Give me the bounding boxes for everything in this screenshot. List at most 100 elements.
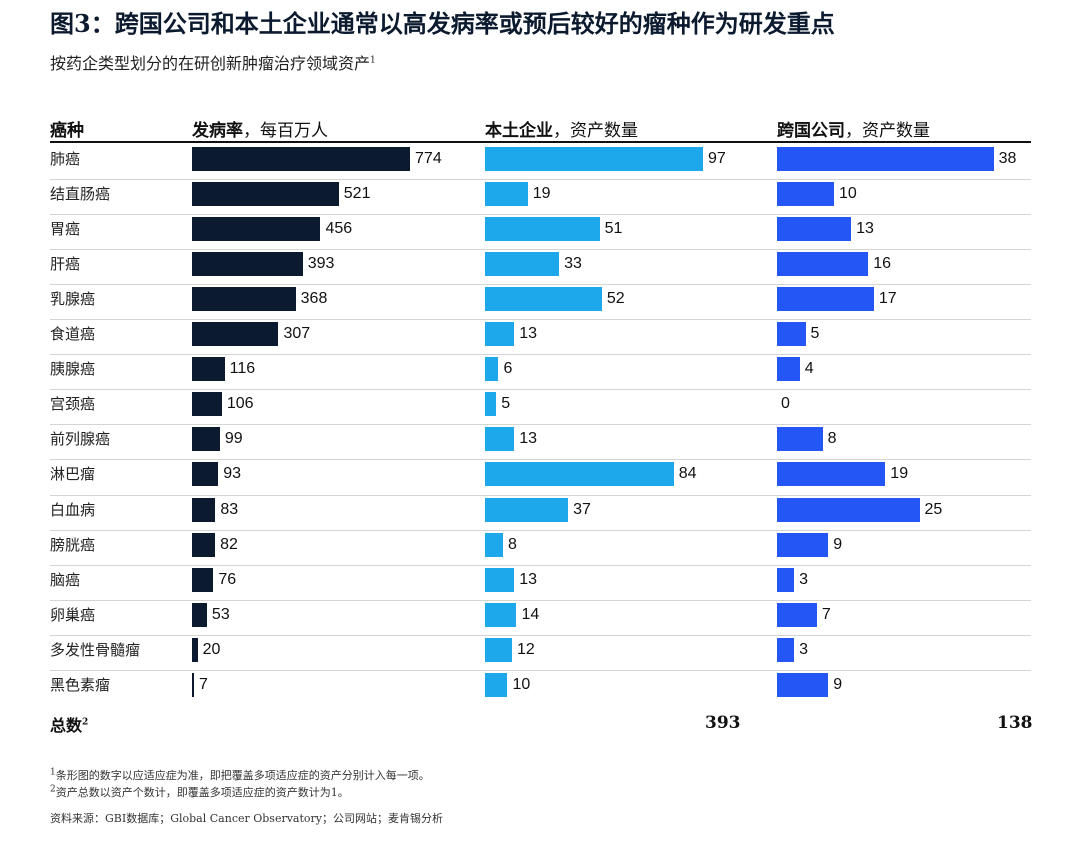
local-value-label: 84 [678, 465, 697, 483]
row-divider [50, 284, 1031, 285]
incidence-value-label: 99 [224, 430, 243, 448]
row-divider [50, 530, 1031, 531]
category-label: 宫颈癌 [50, 395, 96, 414]
mnc-value-label: 0 [781, 395, 790, 413]
category-label: 胃癌 [50, 220, 81, 239]
local-bar [485, 252, 560, 277]
incidence-value-label: 82 [220, 535, 238, 553]
local-bar [485, 637, 512, 662]
footnote-1: 1条形图的数字以应适应症为准，即把覆盖多项适应症的资产分别计入每一项。 [50, 767, 430, 782]
footnote-2: 2资产总数以资产个数计，即覆盖多项适应症的资产数计为1。 [50, 784, 349, 799]
local-value-label: 8 [507, 535, 517, 553]
mnc-value-label: 19 [890, 465, 909, 483]
category-label: 乳腺癌 [50, 290, 96, 309]
mnc-value-label: 3 [799, 570, 808, 588]
mnc-bar [777, 147, 994, 171]
incidence-bar [192, 392, 222, 417]
category-label: 食道癌 [50, 325, 96, 344]
row-divider [50, 319, 1031, 320]
category-label: 肺癌 [50, 150, 81, 168]
incidence-value-label: 106 [226, 395, 254, 413]
category-label: 卵巢癌 [50, 605, 96, 624]
local-bar [485, 497, 569, 522]
row-divider [50, 670, 1031, 671]
incidence-value-label: 774 [415, 150, 442, 167]
local-value-label: 97 [707, 150, 726, 167]
mnc-bar [777, 287, 874, 312]
incidence-value-label: 116 [229, 360, 256, 378]
incidence-value-label: 76 [218, 570, 237, 588]
local-bar [485, 357, 499, 382]
row-divider [50, 600, 1031, 601]
source-note: 资料来源：GBI数据库；Global Cancer Observatory；公司… [50, 812, 444, 825]
local-value-label: 19 [532, 185, 551, 203]
mnc-bar [777, 532, 829, 557]
local-value-label: 51 [604, 220, 623, 238]
local-bar [485, 147, 703, 171]
total-local: 393 [705, 713, 741, 733]
mnc-bar [777, 357, 800, 382]
mnc-value-label: 8 [827, 430, 837, 448]
incidence-value-label: 20 [202, 640, 221, 658]
mnc-value-label: 9 [833, 535, 843, 553]
local-value-label: 6 [503, 360, 513, 378]
row-divider [50, 179, 1031, 180]
total-mnc: 138 [997, 713, 1033, 733]
chart-title: 图3：跨国公司和本土企业通常以高发病率或预后较好的瘤种作为研发重点 [50, 9, 835, 38]
incidence-bar [192, 252, 303, 277]
local-bar [485, 182, 528, 207]
category-label: 结直肠癌 [50, 185, 111, 204]
mnc-bar [777, 462, 886, 487]
mnc-value-label: 17 [878, 290, 897, 308]
mnc-bar [777, 252, 869, 277]
local-bar [485, 392, 497, 417]
mnc-bar [777, 672, 829, 697]
incidence-bar [192, 532, 216, 557]
mnc-bar [777, 602, 817, 627]
header-local: 本土企业，资产数量 [485, 121, 638, 141]
local-value-label: 14 [521, 605, 540, 623]
incidence-bar [192, 287, 296, 312]
row-divider [50, 354, 1031, 355]
category-label: 肝癌 [50, 255, 81, 274]
mnc-bar [777, 567, 795, 592]
mnc-value-label: 10 [839, 185, 857, 203]
row-divider [50, 635, 1031, 636]
local-value-label: 52 [606, 290, 625, 308]
incidence-value-label: 83 [220, 500, 239, 518]
mnc-bar [777, 182, 834, 207]
mnc-value-label: 38 [998, 150, 1017, 167]
local-value-label: 37 [573, 500, 591, 518]
category-label: 前列腺癌 [50, 430, 111, 449]
local-bar [485, 462, 674, 487]
incidence-value-label: 368 [300, 290, 328, 308]
incidence-bar [192, 147, 411, 171]
mnc-value-label: 16 [873, 255, 891, 273]
category-label: 膀胱癌 [50, 535, 96, 554]
local-value-label: 10 [512, 675, 531, 693]
chart-subtitle: 按药企类型划分的在研创新肿瘤治疗领域资产1 [50, 54, 376, 73]
incidence-bar [192, 637, 198, 662]
incidence-bar [192, 462, 219, 487]
row-divider [50, 214, 1031, 215]
mnc-value-label: 4 [804, 360, 814, 378]
local-value-label: 12 [516, 640, 535, 658]
row-divider [50, 495, 1031, 496]
local-value-label: 13 [519, 430, 537, 448]
mnc-bar [777, 217, 852, 242]
category-label: 黑色素瘤 [50, 675, 111, 694]
local-bar [485, 602, 517, 627]
mnc-bar [777, 427, 823, 452]
incidence-value-label: 456 [325, 220, 353, 238]
category-label: 白血病 [50, 500, 96, 519]
row-divider [50, 389, 1031, 390]
row-divider [50, 459, 1031, 460]
incidence-bar [192, 217, 321, 242]
local-value-label: 13 [519, 325, 537, 343]
local-bar [485, 567, 515, 592]
row-divider [50, 249, 1031, 250]
mnc-value-label: 5 [810, 325, 820, 343]
incidence-bar [192, 357, 225, 382]
local-bar [485, 532, 503, 557]
incidence-value-label: 307 [283, 325, 311, 343]
